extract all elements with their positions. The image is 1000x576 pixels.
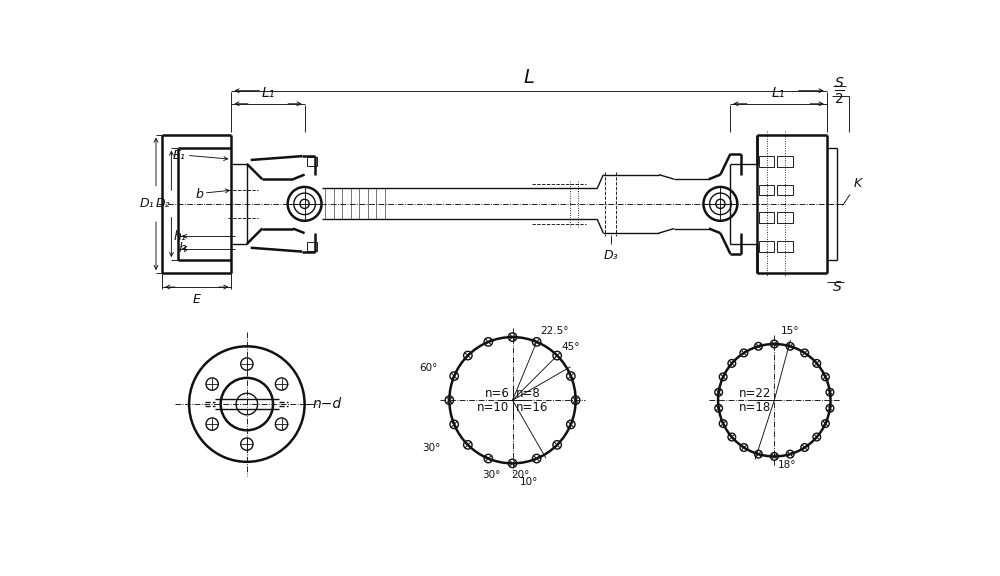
Text: $K$: $K$ bbox=[853, 177, 864, 190]
Text: L₁: L₁ bbox=[772, 86, 785, 100]
Text: E: E bbox=[193, 293, 201, 306]
Bar bbox=[777, 213, 793, 223]
Text: E₁: E₁ bbox=[172, 149, 185, 162]
Text: 22.5°: 22.5° bbox=[541, 325, 569, 336]
Text: 60°: 60° bbox=[419, 363, 438, 373]
Text: $S$: $S$ bbox=[832, 280, 842, 294]
Text: 10°: 10° bbox=[520, 478, 539, 487]
Text: h: h bbox=[178, 242, 186, 255]
Bar bbox=[759, 241, 774, 252]
Bar bbox=[777, 185, 793, 195]
Text: n=8: n=8 bbox=[516, 387, 540, 400]
Text: $\overline{2}$: $\overline{2}$ bbox=[834, 89, 845, 108]
Text: 30°: 30° bbox=[482, 469, 500, 479]
Text: n=10: n=10 bbox=[477, 401, 509, 414]
Text: n−d: n−d bbox=[312, 397, 341, 411]
Text: 45°: 45° bbox=[561, 342, 579, 352]
Bar bbox=[759, 156, 774, 167]
Text: b: b bbox=[195, 188, 203, 201]
Text: n=18: n=18 bbox=[739, 401, 771, 414]
Bar bbox=[307, 157, 317, 166]
Text: n=16: n=16 bbox=[516, 401, 548, 414]
Text: 18°: 18° bbox=[778, 460, 797, 470]
Text: h₁: h₁ bbox=[173, 230, 186, 242]
Text: 15°: 15° bbox=[780, 327, 799, 336]
Text: n=22: n=22 bbox=[739, 387, 771, 400]
Text: L₁: L₁ bbox=[261, 86, 275, 100]
Text: n=6: n=6 bbox=[485, 387, 509, 400]
Bar bbox=[759, 185, 774, 195]
Bar bbox=[777, 241, 793, 252]
Text: L: L bbox=[524, 68, 534, 87]
Text: D₃: D₃ bbox=[604, 248, 618, 262]
Bar bbox=[777, 156, 793, 167]
Text: 30°: 30° bbox=[422, 443, 440, 453]
Bar bbox=[759, 213, 774, 223]
Bar bbox=[307, 241, 317, 251]
Text: D₁: D₁ bbox=[140, 198, 154, 210]
Text: $S$: $S$ bbox=[834, 76, 845, 90]
Text: D₂: D₂ bbox=[155, 198, 170, 210]
Text: 20°: 20° bbox=[511, 469, 529, 479]
